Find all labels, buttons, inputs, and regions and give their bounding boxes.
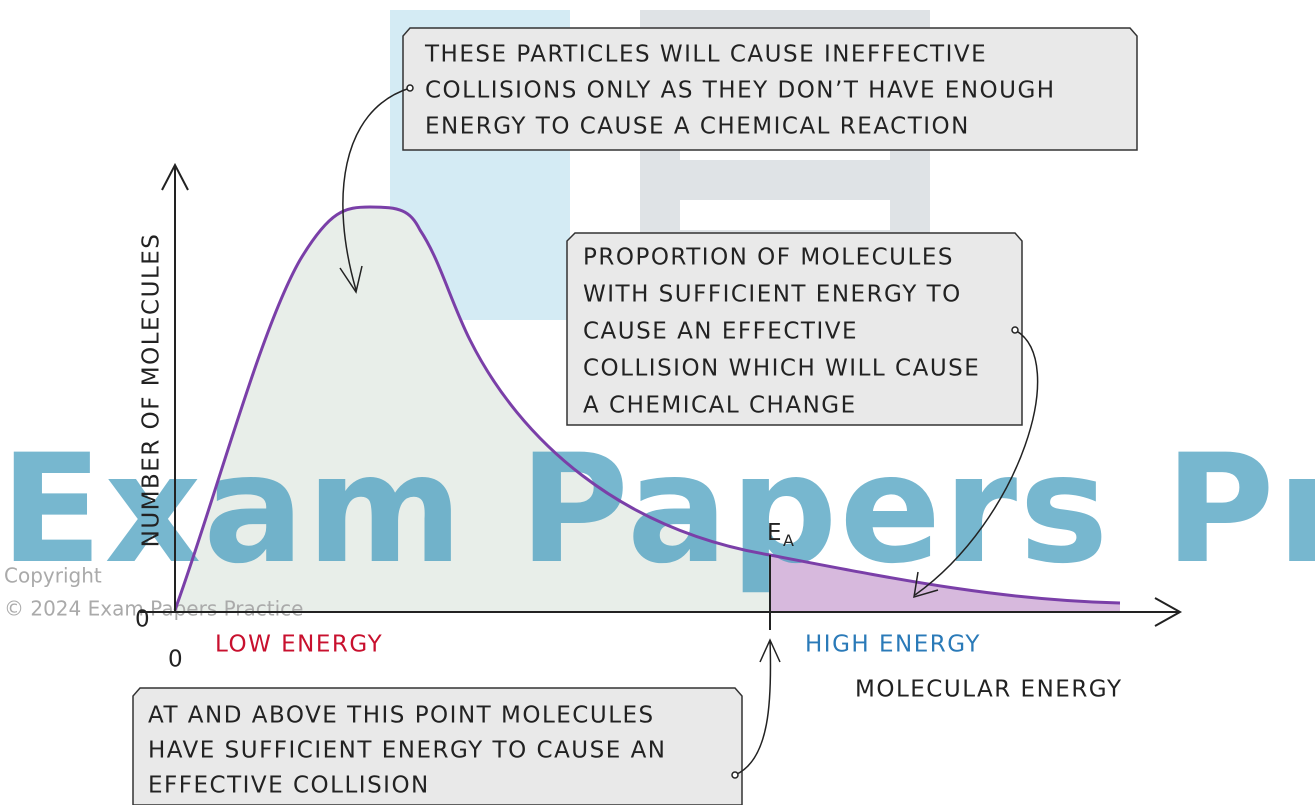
distribution-curve — [173, 205, 1121, 611]
ea-subscript: A — [783, 531, 795, 550]
callout-boxes — [132, 27, 1138, 805]
callout-line: CAUSE AN EFFECTIVE — [583, 319, 858, 345]
watermark-copyright: Copyright — [4, 564, 102, 588]
low-energy-area — [175, 207, 770, 612]
y-origin: 0 — [135, 607, 151, 633]
callout-line: HAVE SUFFICIENT ENERGY TO CAUSE AN — [148, 738, 667, 764]
callout-line: PROPORTION OF MOLECULES — [583, 245, 954, 271]
callout-line: THESE PARTICLES WILL CAUSE INEFFECTIVE — [424, 42, 987, 68]
y-axis-label: NUMBER OF MOLECULES — [139, 233, 165, 548]
callout-line: AT AND ABOVE THIS POINT MOLECULES — [148, 703, 655, 729]
watermark-brand: Exam Papers Practice — [0, 423, 1315, 597]
high-energy-label: HIGH ENERGY — [805, 632, 981, 658]
pointer-arrows — [339, 84, 1039, 779]
low-energy-label: LOW ENERGY — [215, 632, 383, 658]
ea-symbol: E — [767, 520, 783, 546]
watermark-notice: © 2024 Exam Papers Practice — [4, 597, 303, 621]
callout-line: COLLISION WHICH WILL CAUSE — [583, 356, 980, 382]
callout-line: ENERGY TO CAUSE A CHEMICAL REACTION — [425, 114, 970, 140]
callout-line: WITH SUFFICIENT ENERGY TO — [583, 282, 962, 308]
x-origin: 0 — [168, 647, 184, 673]
callout-line: EFFECTIVE COLLISION — [148, 773, 430, 799]
activation-energy: EA — [767, 520, 796, 550]
axes — [140, 162, 1183, 627]
x-axis-label: MOLECULAR ENERGY — [855, 677, 1123, 703]
callout-line: A CHEMICAL CHANGE — [583, 393, 857, 419]
callout-line: COLLISIONS ONLY AS THEY DON’T HAVE ENOUG… — [425, 78, 1056, 104]
